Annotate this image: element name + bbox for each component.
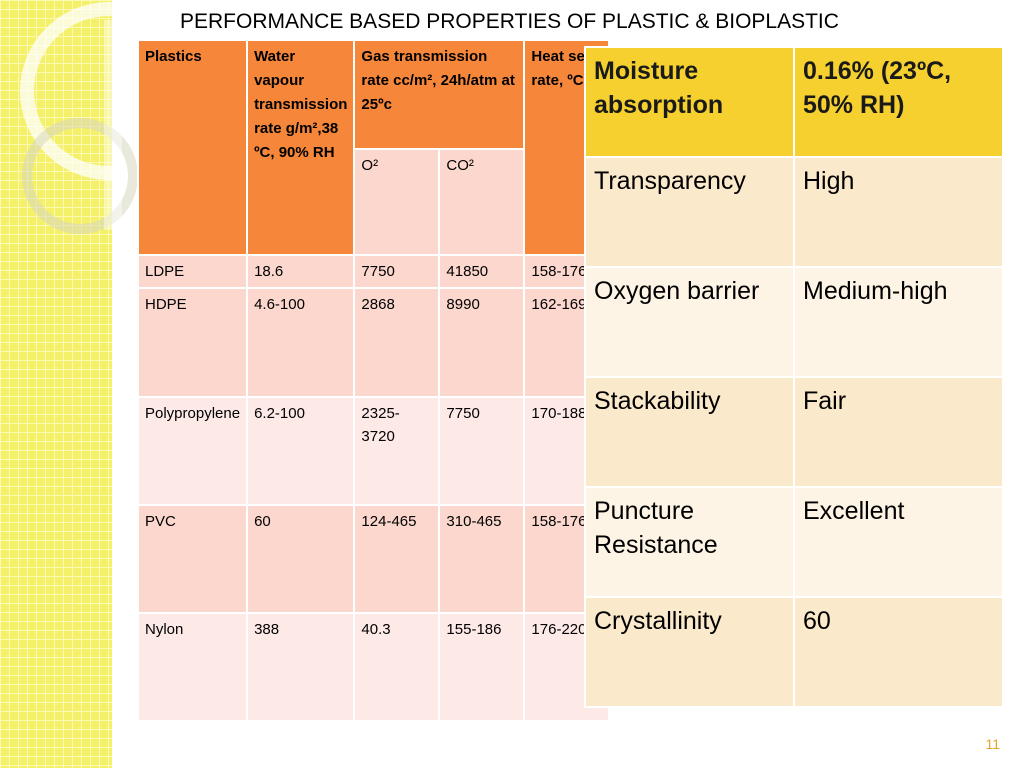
cell: 18.6 <box>246 254 356 289</box>
cell: 8990 <box>438 287 526 398</box>
slide-title: PERFORMANCE BASED PROPERTIES OF PLASTIC … <box>180 10 839 33</box>
cell: 0.16% (23ºC, 50% RH) <box>793 46 1004 158</box>
bioplastic-properties-table: Moisture absorption 0.16% (23ºC, 50% RH)… <box>584 46 1004 708</box>
table-row: Stackability Fair <box>584 376 1004 488</box>
header-gas-transmission: Gas transmission rate cc/m², 24h/atm at … <box>353 39 526 150</box>
cell: 124-465 <box>353 504 441 614</box>
table-row: Polypropylene 6.2-100 2325-3720 7750 170… <box>136 396 611 506</box>
page-number: 11 <box>985 736 1000 752</box>
cell: 388 <box>246 612 356 722</box>
table-row: Moisture absorption 0.16% (23ºC, 50% RH) <box>584 46 1004 158</box>
cell: 60 <box>246 504 356 614</box>
cell: 6.2-100 <box>246 396 356 506</box>
plastic-properties-table: Plastics Water vapour transmission rate … <box>136 39 611 722</box>
table-row: Oxygen barrier Medium-high <box>584 266 1004 378</box>
cell: Stackability <box>584 376 795 488</box>
cell: Oxygen barrier <box>584 266 795 378</box>
cell: 155-186 <box>438 612 526 722</box>
table-row: PVC 60 124-465 310-465 158-176 <box>136 504 611 614</box>
cell: Moisture absorption <box>584 46 795 158</box>
header-water-vapour: Water vapour transmission rate g/m²,38 º… <box>246 39 356 256</box>
decorative-side-strip <box>0 0 112 768</box>
table-row: HDPE 4.6-100 2868 8990 162-169 <box>136 287 611 398</box>
cell: HDPE <box>136 287 249 398</box>
table-row: Crystallinity 60 <box>584 596 1004 708</box>
table-row: LDPE 18.6 7750 41850 158-176 <box>136 254 611 289</box>
cell: Medium-high <box>793 266 1004 378</box>
cell: Fair <box>793 376 1004 488</box>
cell: Crystallinity <box>584 596 795 708</box>
cell: High <box>793 156 1004 268</box>
cell: 310-465 <box>438 504 526 614</box>
cell: 41850 <box>438 254 526 289</box>
cell: 2325-3720 <box>353 396 441 506</box>
cell: 7750 <box>353 254 441 289</box>
cell: Transparency <box>584 156 795 268</box>
table-row: Puncture Resistance Excellent <box>584 486 1004 598</box>
header-co2: CO² <box>438 148 526 256</box>
cell: Polypropylene <box>136 396 249 506</box>
cell: 2868 <box>353 287 441 398</box>
cell: PVC <box>136 504 249 614</box>
table-row: Transparency High <box>584 156 1004 268</box>
cell: 4.6-100 <box>246 287 356 398</box>
header-plastics: Plastics <box>136 39 249 256</box>
cell: Excellent <box>793 486 1004 598</box>
cell: 40.3 <box>353 612 441 722</box>
table-row: Nylon 388 40.3 155-186 176-220 <box>136 612 611 722</box>
cell: Puncture Resistance <box>584 486 795 598</box>
header-o2: O² <box>353 148 441 256</box>
cell: Nylon <box>136 612 249 722</box>
cell: 60 <box>793 596 1004 708</box>
cell: 7750 <box>438 396 526 506</box>
cell: LDPE <box>136 254 249 289</box>
